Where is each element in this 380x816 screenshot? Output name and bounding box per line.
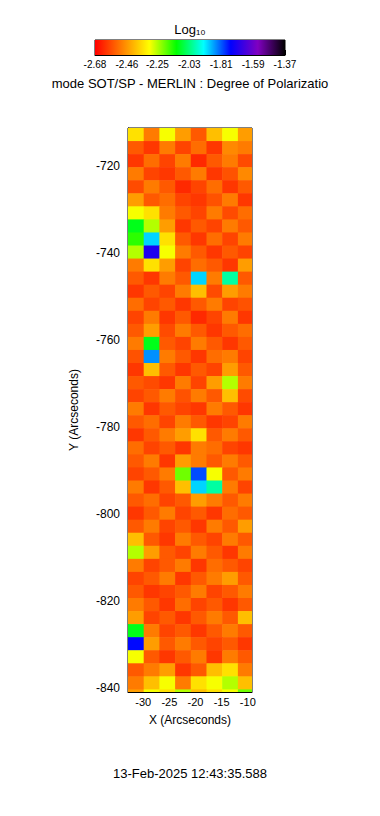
svg-text:-30: -30: [135, 696, 151, 708]
svg-text:Log₁₀: Log₁₀: [174, 22, 205, 37]
svg-text:-760: -760: [96, 333, 120, 347]
svg-text:-2.25: -2.25: [146, 59, 169, 70]
svg-text:mode SOT/SP - MERLIN : Degree: mode SOT/SP - MERLIN : Degree of Polariz…: [52, 76, 328, 91]
svg-text:-15: -15: [214, 696, 230, 708]
svg-text:-2.03: -2.03: [178, 59, 201, 70]
svg-text:-25: -25: [161, 696, 177, 708]
svg-text:-720: -720: [96, 159, 120, 173]
svg-text:-1.37: -1.37: [274, 59, 297, 70]
svg-text:-1.81: -1.81: [210, 59, 233, 70]
svg-text:-20: -20: [188, 696, 204, 708]
svg-text:-800: -800: [96, 507, 120, 521]
svg-text:-740: -740: [96, 246, 120, 260]
svg-text:13-Feb-2025 12:43:35.588: 13-Feb-2025 12:43:35.588: [113, 766, 267, 781]
svg-text:X (Arcseconds): X (Arcseconds): [149, 713, 231, 727]
svg-text:-2.68: -2.68: [84, 59, 107, 70]
svg-text:-1.59: -1.59: [242, 59, 265, 70]
svg-text:-10: -10: [240, 696, 256, 708]
svg-text:Y (Arcseconds): Y (Arcseconds): [67, 369, 81, 451]
svg-text:-840: -840: [96, 681, 120, 695]
svg-text:-780: -780: [96, 420, 120, 434]
svg-text:-2.46: -2.46: [116, 59, 139, 70]
svg-text:-820: -820: [96, 594, 120, 608]
